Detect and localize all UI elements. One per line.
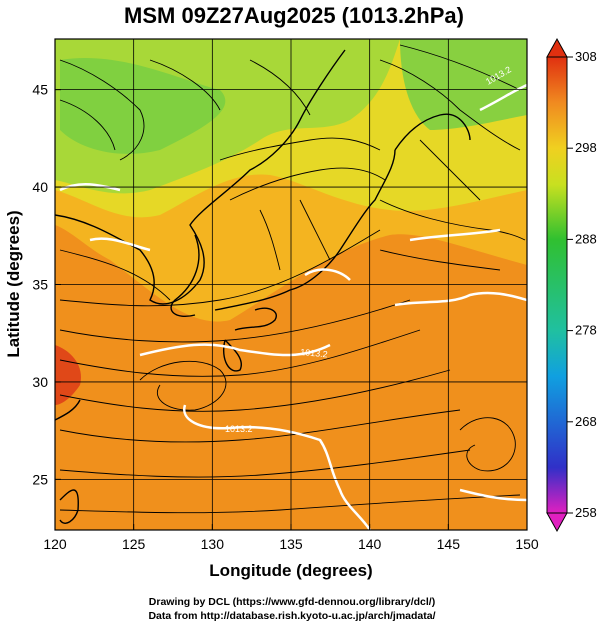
y-tick-label: 25 [32, 471, 48, 487]
gridlines [55, 39, 527, 530]
map-panel: 1013.2 1013.2 1013.2 [55, 39, 527, 530]
colorbar-tick-label: 258 [575, 505, 597, 520]
colorbar-tick-label: 308 [575, 49, 597, 64]
colorbar-body [546, 56, 568, 514]
credit-line-1: Drawing by DCL (https://www.gfd-dennou.o… [149, 596, 435, 608]
y-axis-title: Latitude (degrees) [4, 210, 23, 357]
colorbar: 308 298 288 278 268 258 [546, 37, 597, 533]
contour-label: 1013.2 [225, 424, 253, 434]
x-tick-label: 140 [358, 536, 382, 552]
colorbar-tick-label: 268 [575, 414, 597, 429]
colorbar-tick-label: 278 [575, 323, 597, 338]
colorbar-tick-label: 298 [575, 140, 597, 155]
colorbar-top-triangle [546, 37, 568, 58]
x-tick-label: 120 [43, 536, 67, 552]
field-band-darkgreen [60, 57, 226, 154]
x-axis-ticks: 120 125 130 135 140 145 150 [43, 524, 539, 552]
x-tick-label: 150 [515, 536, 539, 552]
y-tick-label: 45 [32, 82, 48, 98]
contour-label: 1013.2 [300, 347, 328, 359]
colorbar-bottom-triangle [546, 512, 568, 533]
streamlines [59, 44, 526, 514]
field-band-ne-green [400, 39, 527, 130]
x-tick-label: 125 [122, 536, 146, 552]
y-tick-label: 35 [32, 277, 48, 293]
x-tick-label: 145 [437, 536, 461, 552]
y-axis-ticks: 25 30 35 40 45 [32, 82, 61, 487]
y-tick-label: 30 [32, 374, 48, 390]
credit-line-2: Data from http://database.rish.kyoto-u.a… [148, 610, 435, 622]
colorbar-ticks: 308 298 288 278 268 258 [567, 49, 597, 520]
x-tick-label: 135 [279, 536, 303, 552]
pressure-contours [59, 83, 527, 530]
page-title: MSM 09Z27Aug2025 (1013.2hPa) [124, 3, 464, 28]
colorbar-tick-label: 288 [575, 231, 597, 246]
x-axis-title: Longitude (degrees) [209, 561, 372, 580]
y-tick-label: 40 [32, 179, 48, 195]
x-tick-label: 130 [201, 536, 225, 552]
